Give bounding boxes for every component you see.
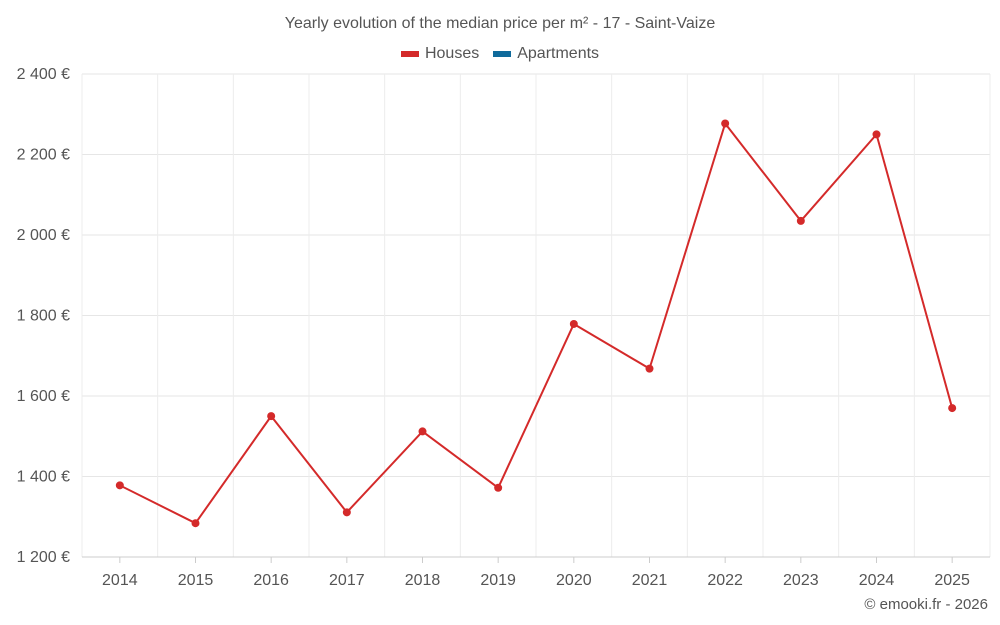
x-tick-label: 2015 <box>178 572 214 589</box>
legend: Houses Apartments <box>0 45 1000 63</box>
data-point <box>948 404 957 413</box>
y-tick-label: 2 200 € <box>17 147 70 164</box>
x-tick-label: 2017 <box>329 572 365 589</box>
data-point <box>569 319 578 328</box>
data-point <box>872 130 881 139</box>
data-point <box>418 427 427 436</box>
legend-item-houses[interactable]: Houses <box>400 45 480 63</box>
credit-text: © emooki.fr - 2026 <box>864 596 988 613</box>
series-line-houses <box>119 122 954 525</box>
legend-swatch-houses <box>400 51 419 57</box>
y-tick-label: 1 600 € <box>17 388 70 405</box>
x-tick-label: 2020 <box>556 572 592 589</box>
data-point <box>115 481 124 490</box>
x-tick-label: 2021 <box>632 572 668 589</box>
data-point <box>267 412 276 421</box>
y-tick-label: 1 800 € <box>17 308 70 325</box>
x-tick-label: 2022 <box>707 572 743 589</box>
data-point <box>796 216 805 225</box>
x-tick-label: 2023 <box>783 572 819 589</box>
y-tick-label: 2 400 € <box>17 66 70 83</box>
x-tick-label: 2014 <box>102 572 138 589</box>
x-tick-label: 2018 <box>405 572 441 589</box>
legend-label-houses: Houses <box>424 45 480 62</box>
x-tick-label: 2025 <box>934 572 970 589</box>
legend-label-apartments: Apartments <box>517 45 600 62</box>
y-tick-label: 2 000 € <box>17 227 70 244</box>
data-point <box>494 483 503 492</box>
legend-swatch-apartments <box>493 51 512 57</box>
x-tick-label: 2024 <box>859 572 895 589</box>
data-point <box>191 519 200 528</box>
data-point <box>721 119 730 128</box>
chart-title: Yearly evolution of the median price per… <box>284 15 716 32</box>
y-tick-label: 1 200 € <box>17 549 70 566</box>
data-point <box>342 508 351 517</box>
y-tick-label: 1 400 € <box>17 469 70 486</box>
data-point <box>645 364 654 373</box>
x-tick-label: 2019 <box>480 572 516 589</box>
legend-item-apartments[interactable]: Apartments <box>493 45 599 63</box>
x-tick-label: 2016 <box>253 572 289 589</box>
